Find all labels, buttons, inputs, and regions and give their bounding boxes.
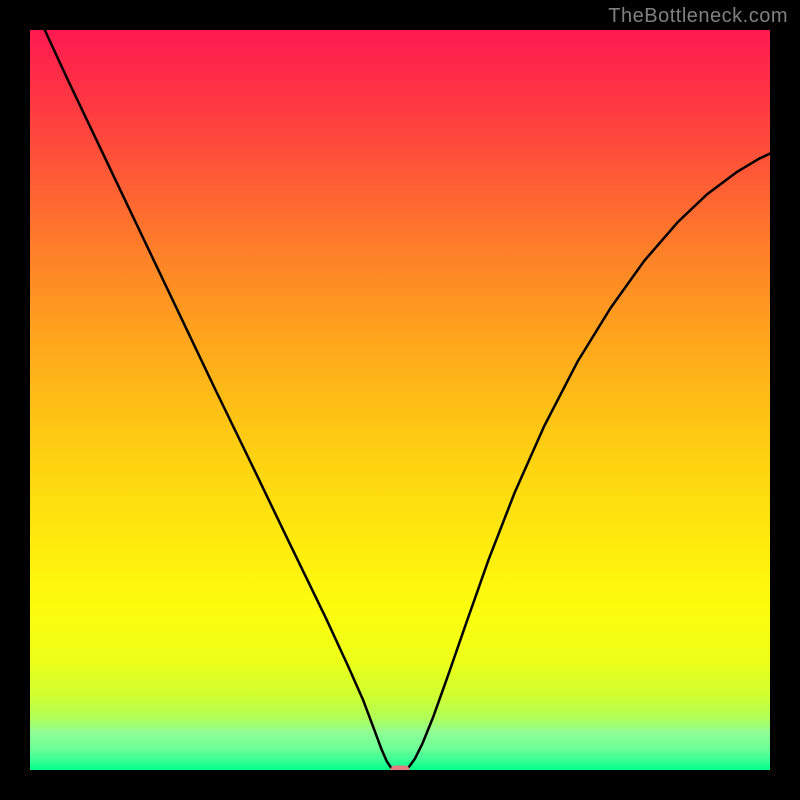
gradient-background — [30, 30, 770, 770]
plot-area — [30, 30, 770, 770]
watermark-text: TheBottleneck.com — [608, 5, 788, 28]
min_marker — [390, 766, 409, 770]
plot-svg — [30, 30, 770, 770]
